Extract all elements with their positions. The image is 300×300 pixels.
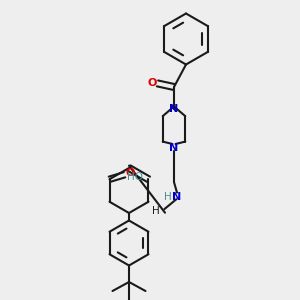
Text: O: O [125, 168, 135, 178]
Text: N: N [169, 104, 178, 115]
Text: N: N [172, 192, 181, 202]
Text: HO: HO [127, 172, 143, 182]
Text: H: H [152, 206, 159, 216]
Text: H: H [164, 192, 172, 202]
Text: O: O [147, 78, 157, 88]
Text: N: N [169, 142, 178, 153]
